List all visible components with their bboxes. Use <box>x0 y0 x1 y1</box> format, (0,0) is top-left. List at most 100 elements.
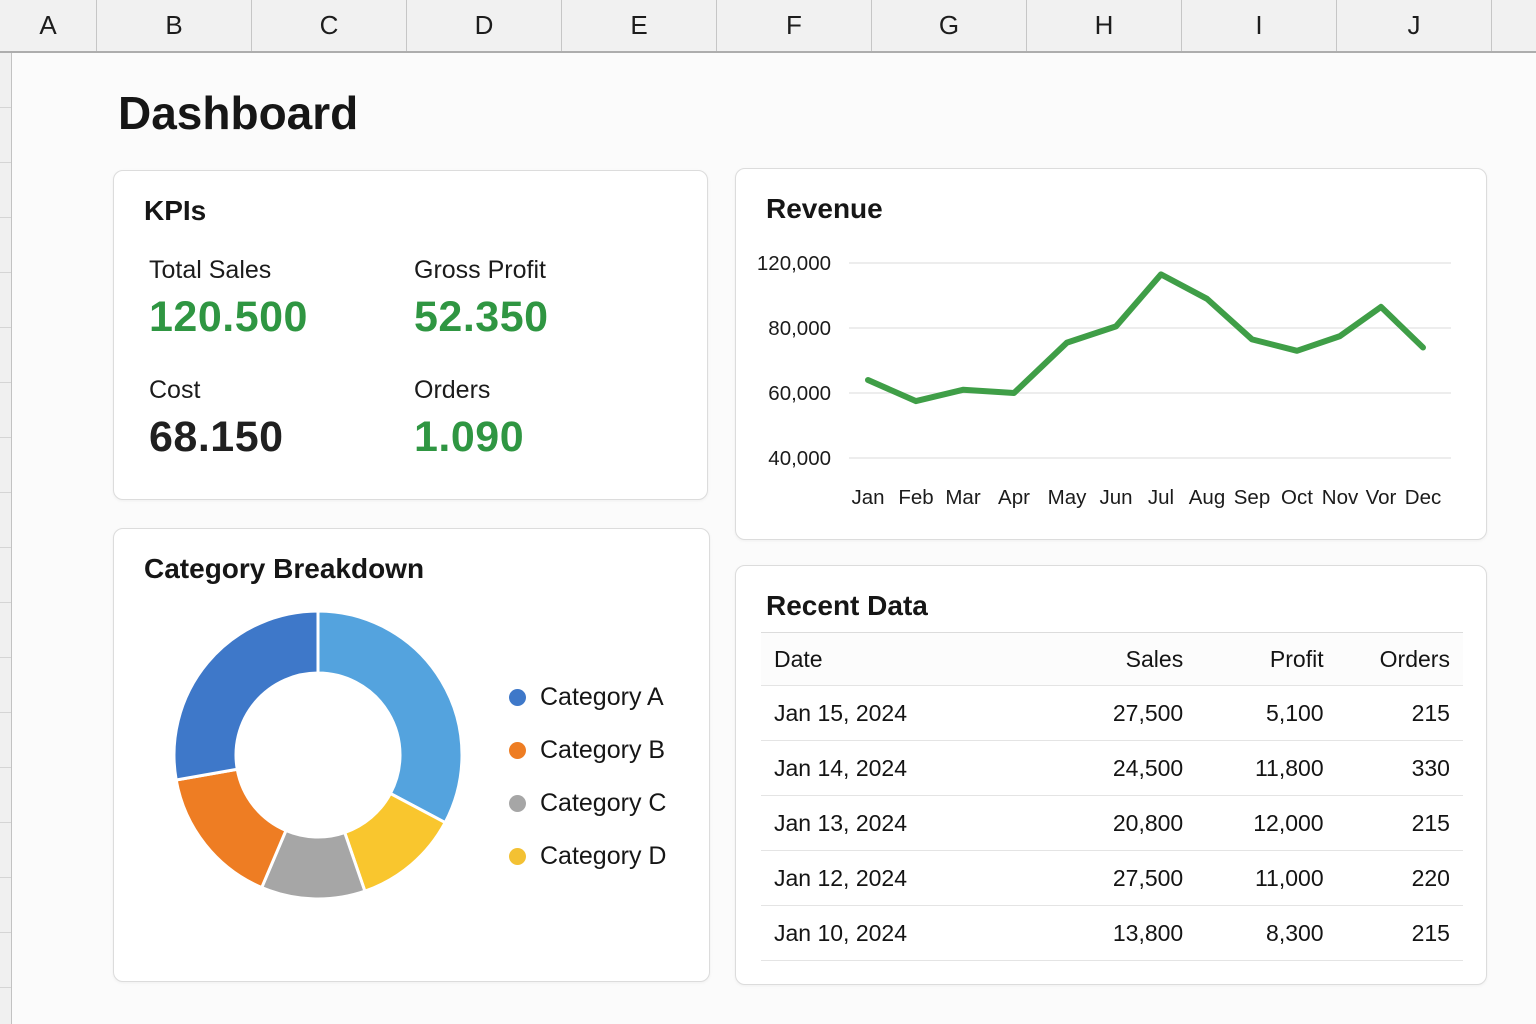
kpi-item-total-sales: Total Sales 120.500 <box>149 256 308 342</box>
table-row: Jan 13, 2024 20,800 12,000 215 <box>761 796 1463 851</box>
column-header-profit: Profit <box>1269 645 1324 672</box>
donut-slice-category-b-segment <box>174 767 288 890</box>
kpi-label: Total Sales <box>149 256 272 284</box>
y-axis-tick-label: 120,000 <box>757 252 831 275</box>
cell-value: 215 <box>1411 809 1450 836</box>
column-header-j[interactable]: J <box>1337 0 1492 51</box>
column-header-f[interactable]: F <box>717 0 872 51</box>
cell-value: 20,800 <box>1112 809 1184 836</box>
recent-data-card: Recent Data Date Sales Profit Orders Jan 15,… <box>735 565 1487 985</box>
kpi-item-orders: Orders 1.090 <box>414 376 524 462</box>
x-axis-tick-label: Apr <box>998 486 1030 509</box>
column-header-filler <box>1492 0 1536 51</box>
legend-item-category-a: Category A <box>509 683 666 711</box>
y-axis-tick-label: 40,000 <box>768 447 831 470</box>
cell-value: 24,500 <box>1112 754 1184 781</box>
column-header-orders: Orders <box>1379 645 1450 672</box>
category-legend: Category A Category B Category C Category D <box>509 683 667 897</box>
table-row: Jan 12, 2024 27,500 11,000 220 <box>761 851 1463 906</box>
kpi-item-gross-profit: Gross Profit 52.350 <box>414 256 549 342</box>
legend-label: Category B <box>540 736 666 764</box>
legend-swatch-icon <box>509 848 526 865</box>
row-header-strip[interactable] <box>0 53 12 1024</box>
legend-swatch-icon <box>509 795 526 812</box>
cell-value: 27,500 <box>1112 864 1184 891</box>
legend-item-category-c: Category C <box>509 789 667 817</box>
kpi-value: 1.090 <box>414 413 525 461</box>
revenue-chart-title: Revenue <box>766 193 883 224</box>
recent-data-title: Recent Data <box>766 590 928 621</box>
column-header-g[interactable]: G <box>872 0 1027 51</box>
kpi-item-cost: Cost 68.150 <box>149 376 284 462</box>
y-axis-tick-label: 60,000 <box>768 382 831 405</box>
column-header-d[interactable]: D <box>407 0 562 51</box>
x-axis-tick-label: Jan <box>851 486 884 509</box>
donut-slice-category-a-light-segment <box>316 609 464 825</box>
cell-value: 215 <box>1411 699 1450 726</box>
column-header-a[interactable]: A <box>0 0 97 51</box>
category-chart-title: Category Breakdown <box>144 553 425 584</box>
donut-slice-category-a-segment <box>172 609 320 782</box>
table-row: Jan 10, 2024 13,800 8,300 215 <box>761 906 1463 961</box>
cell-value: 12,000 <box>1253 809 1324 836</box>
column-header-sales: Sales <box>1125 645 1184 672</box>
x-axis-tick-label: Jul <box>1148 486 1174 509</box>
recent-data-table: Date Sales Profit Orders Jan 15, 2024 27,500 5… <box>761 632 1463 961</box>
column-header-h[interactable]: H <box>1027 0 1182 51</box>
legend-label: Category D <box>540 842 667 870</box>
revenue-series-line <box>865 271 1426 405</box>
page-title: Dashboard <box>118 87 359 139</box>
legend-label: Category C <box>540 789 667 817</box>
x-axis-tick-label: Dec <box>1405 486 1441 509</box>
table-row: Jan 15, 2024 27,500 5,100 215 <box>761 686 1463 741</box>
kpi-label: Gross Profit <box>414 256 546 284</box>
cell-value: 220 <box>1411 864 1450 891</box>
cell-value: 330 <box>1411 754 1450 781</box>
cell-date: Jan 13, 2024 <box>774 809 908 836</box>
x-axis-tick-label: Nov <box>1322 486 1359 509</box>
cell-date: Jan 14, 2024 <box>774 754 908 781</box>
y-axis-tick-label: 80,000 <box>768 317 831 340</box>
cell-value: 27,500 <box>1112 699 1184 726</box>
cell-date: Jan 10, 2024 <box>774 919 908 946</box>
kpi-label: Cost <box>149 376 201 404</box>
column-header-b[interactable]: B <box>97 0 252 51</box>
cell-value: 5,100 <box>1266 699 1324 726</box>
x-axis-tick-label: Aug <box>1189 486 1225 509</box>
kpi-value: 68.150 <box>149 413 284 461</box>
cell-value: 13,800 <box>1112 919 1184 946</box>
column-header-date: Date <box>774 645 823 672</box>
cell-value: 8,300 <box>1266 919 1324 946</box>
legend-label: Category A <box>540 683 664 711</box>
table-header-row: Date Sales Profit Orders <box>761 632 1463 686</box>
legend-swatch-icon <box>509 742 526 759</box>
column-header-c[interactable]: C <box>252 0 407 51</box>
legend-item-category-d: Category D <box>509 842 667 870</box>
kpi-value: 52.350 <box>414 293 549 341</box>
cell-date: Jan 12, 2024 <box>774 864 908 891</box>
cell-value: 215 <box>1411 919 1450 946</box>
kpi-value: 120.500 <box>149 293 308 341</box>
table-row: Jan 14, 2024 24,500 11,800 330 <box>761 741 1463 796</box>
kpi-label: Orders <box>414 376 491 404</box>
kpis-card: KPIs Total Sales 120.500 Gross Profit 52.35… <box>113 170 708 500</box>
kpis-card-title: KPIs <box>144 195 207 226</box>
column-header-i[interactable]: I <box>1182 0 1337 51</box>
x-axis-tick-label: Vor <box>1366 486 1397 509</box>
x-axis-tick-label: Feb <box>898 486 933 509</box>
cell-value: 11,800 <box>1254 754 1324 781</box>
category-donut-chart <box>172 609 464 901</box>
x-axis-tick-label: Sep <box>1234 486 1270 509</box>
revenue-line-chart: 120,000 80,000 60,000 40,000 Jan Feb Mar Apr May… <box>757 252 1451 509</box>
cell-date: Jan 15, 2024 <box>774 699 908 726</box>
column-header-e[interactable]: E <box>562 0 717 51</box>
legend-swatch-icon <box>509 689 526 706</box>
x-axis-tick-label: Jun <box>1099 486 1132 509</box>
legend-item-category-b: Category B <box>509 736 666 764</box>
x-axis-tick-label: Mar <box>945 486 980 509</box>
sheet-canvas: Dashboard KPIs Total Sales 120.500 Gross P… <box>12 53 1536 1024</box>
cell-value: 11,000 <box>1254 864 1324 891</box>
revenue-card: Revenue 120,000 80,000 60,000 40,000 Jan Feb M… <box>735 168 1487 540</box>
